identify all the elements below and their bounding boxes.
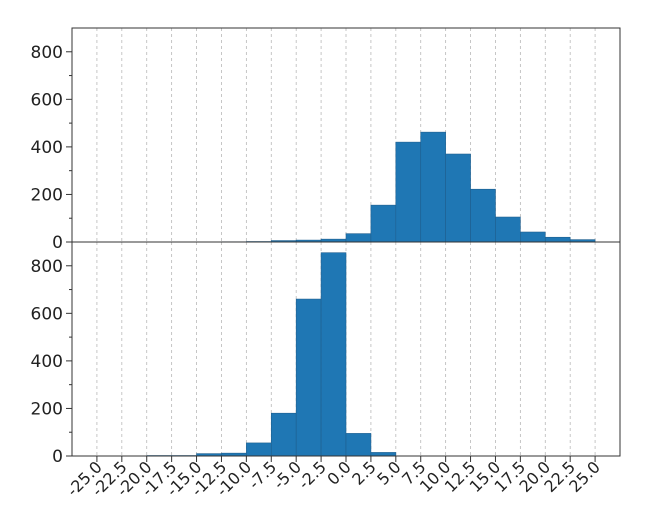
top-histogram-bar-18	[544, 236, 571, 243]
top-histogram-bar-15	[470, 188, 496, 243]
bottom-histogram-bar-8	[295, 298, 322, 457]
top-ytick-label-3: 600	[31, 90, 63, 110]
top-histogram-bar-14	[445, 153, 471, 243]
bottom-histogram-bar-11	[370, 452, 397, 457]
bottom-histogram-bar-7	[270, 412, 297, 457]
top-ytick-label-2: 400	[31, 138, 63, 158]
top-histogram-bar-11	[370, 204, 397, 243]
top-histogram-panel: 0 200 400 600 800	[31, 27, 621, 253]
top-histogram-bar-17	[520, 231, 546, 243]
bottom-ytick-label-2: 400	[31, 352, 63, 372]
bottom-histogram-bar-9	[320, 252, 347, 457]
top-histogram-bar-10	[345, 233, 372, 243]
bottom-ytick-label-0: 0	[52, 447, 63, 467]
top-ytick-label-0: 0	[52, 233, 63, 253]
top-histogram-bar-16	[495, 216, 521, 243]
top-histogram-bar-13	[420, 131, 446, 243]
bottom-histogram-bar-10	[345, 433, 372, 457]
top-ytick-label-1: 200	[31, 185, 63, 205]
top-histogram-bar-12	[395, 141, 422, 243]
bottom-ytick-label-1: 200	[31, 399, 63, 419]
x-axis-tick-labels: -25.0-22.5-20.0-17.5-15.0-12.5-10.0-7.5-…	[63, 456, 604, 500]
bottom-histogram-panel: 0 200 400 600 800	[31, 241, 621, 467]
bottom-ytick-label-3: 600	[31, 304, 63, 324]
top-ytick-label-4: 800	[31, 43, 63, 63]
bottom-histogram-bar-6	[246, 442, 272, 457]
bottom-ytick-label-4: 800	[31, 257, 63, 277]
